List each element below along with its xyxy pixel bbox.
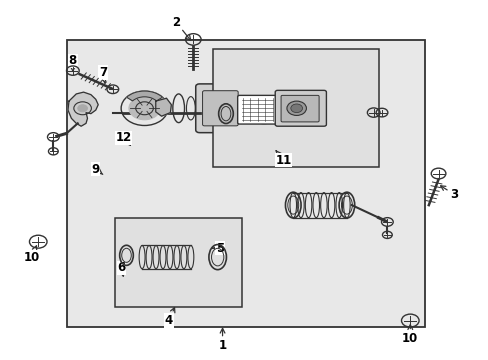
Text: 12: 12: [115, 131, 131, 145]
Text: 10: 10: [401, 325, 418, 345]
Text: 2: 2: [172, 16, 190, 40]
Text: 11: 11: [275, 151, 291, 167]
FancyBboxPatch shape: [281, 95, 319, 122]
Text: 5: 5: [212, 242, 224, 255]
Text: 7: 7: [99, 66, 107, 83]
Circle shape: [129, 97, 160, 120]
FancyBboxPatch shape: [237, 95, 276, 124]
Text: 3: 3: [440, 186, 457, 201]
Circle shape: [290, 104, 302, 113]
Circle shape: [243, 99, 284, 129]
Text: 10: 10: [23, 246, 40, 264]
Polygon shape: [156, 98, 171, 116]
Text: 1: 1: [218, 328, 226, 352]
Text: 4: 4: [164, 307, 175, 327]
Bar: [115, 218, 242, 307]
Bar: [66, 40, 424, 327]
Text: 9: 9: [91, 163, 102, 176]
FancyBboxPatch shape: [195, 84, 244, 133]
Bar: [212, 49, 378, 167]
Circle shape: [78, 105, 87, 112]
FancyBboxPatch shape: [275, 90, 326, 126]
Text: 6: 6: [117, 261, 125, 276]
Wedge shape: [126, 91, 162, 101]
Circle shape: [286, 101, 306, 116]
FancyBboxPatch shape: [202, 91, 238, 126]
Text: 8: 8: [69, 54, 77, 71]
Polygon shape: [68, 92, 98, 126]
Circle shape: [256, 108, 271, 119]
